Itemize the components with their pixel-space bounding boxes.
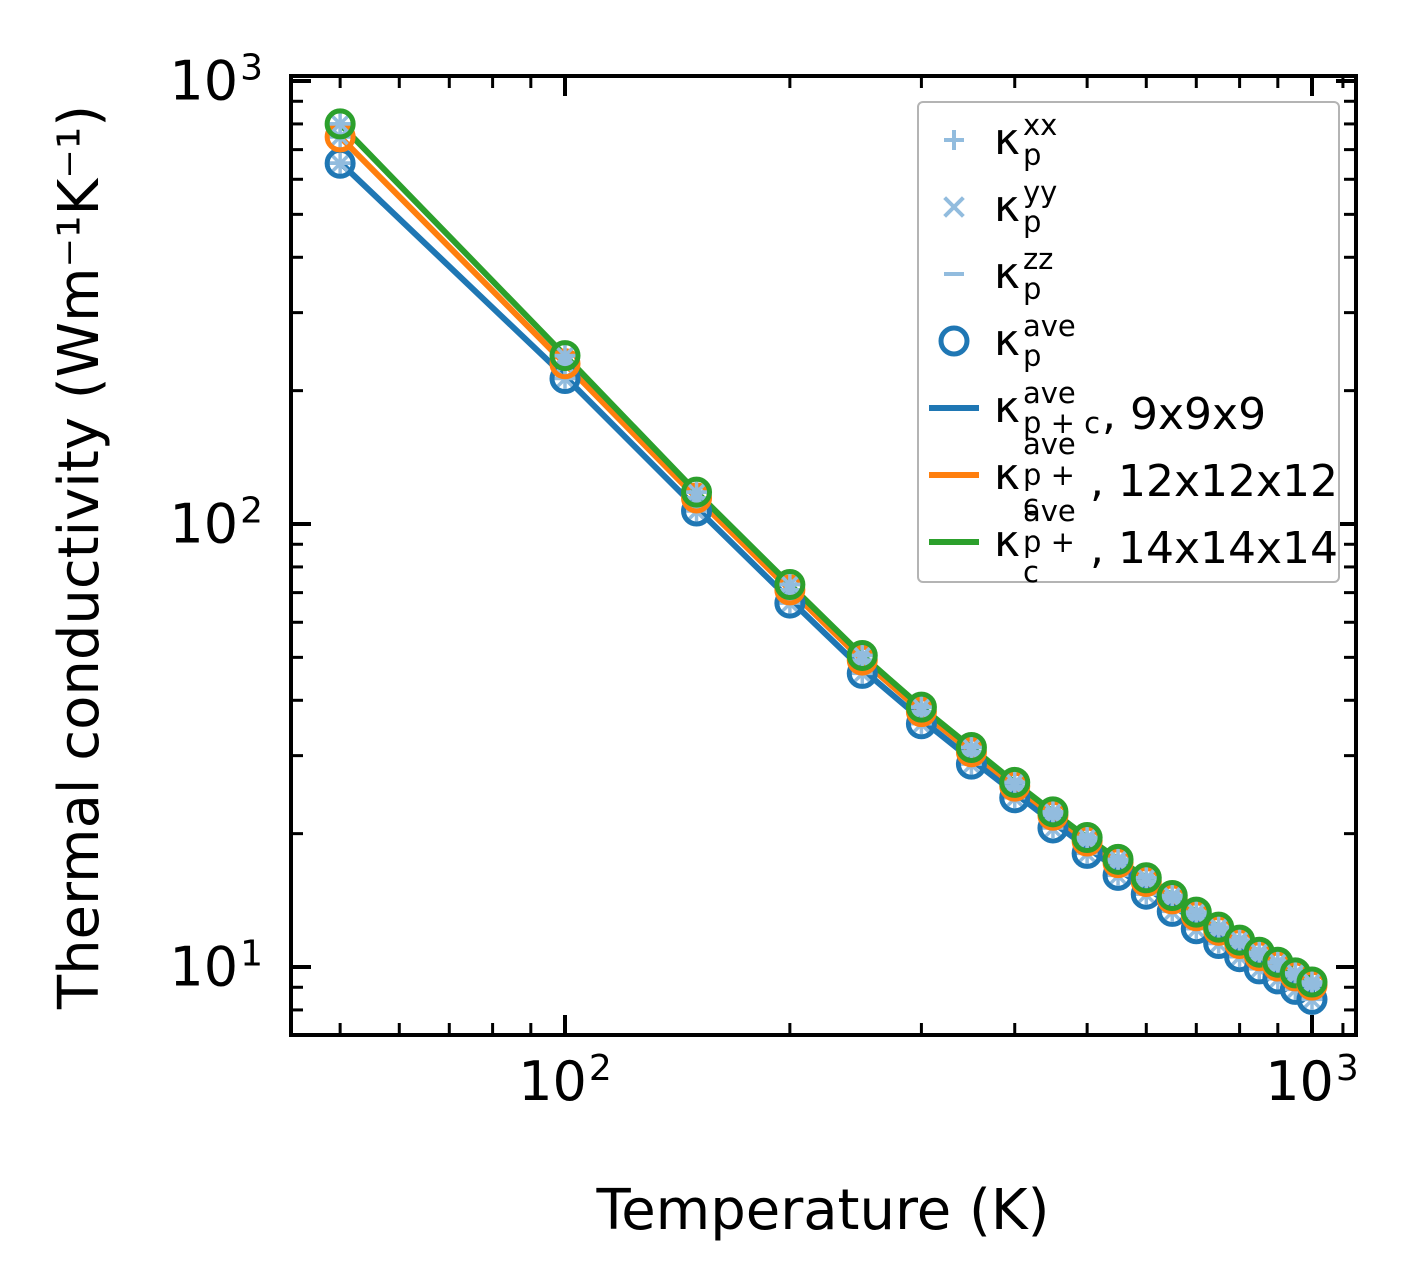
data-point-cluster-100 [549, 340, 581, 395]
legend-circle-icon [938, 325, 970, 357]
axes-frame [289, 74, 1358, 1037]
axis-ticks [291, 76, 1356, 1035]
data-point-cluster-500 [1071, 822, 1103, 869]
legend-label-kpc-14: κ ave p + c, 14x14x14 [994, 494, 1338, 590]
legend-entry-kp-ave: κ ave p [919, 308, 1076, 374]
legend-entry-kp-yy: κ yy p [919, 174, 1057, 240]
legend-entry-kpc-12: κ ave p + c, 12x12x12 [919, 429, 1338, 520]
legend: κ xx p κ yy p κ zz p κ ave p κ ave p + c, 9x9x9 κ ave p +… [917, 101, 1340, 587]
data-point-cluster-50 [324, 108, 356, 179]
legend-line-icon [929, 539, 979, 545]
legend-entry-kpc-9: κ ave p + c, 9x9x9 [919, 375, 1266, 441]
y-axis-label: Thermal conductivity (Wm⁻¹K⁻¹) [47, 104, 112, 1010]
data-point-cluster-550 [1102, 843, 1134, 891]
ytick-label-10: 101 [169, 933, 263, 999]
legend-plus-icon [944, 130, 964, 150]
legend-label-kp-zz: κ zz p [994, 241, 1054, 306]
legend-line-icon [929, 405, 979, 411]
x-axis-label: Temperature (K) [596, 1178, 1050, 1243]
data-point-cluster-600 [1130, 862, 1162, 910]
data-point-cluster-150 [681, 476, 713, 527]
legend-label-kp-yy: κ yy p [994, 174, 1058, 239]
data-point-cluster-400 [999, 766, 1031, 814]
legend-entry-kp-zz: κ zz p [919, 241, 1053, 307]
legend-line-icon [929, 472, 979, 478]
legend-label-kpc-12: κ ave p + c, 12x12x12 [994, 427, 1338, 523]
ytick-label-1000: 103 [169, 47, 263, 113]
data-point-cluster-450 [1037, 796, 1069, 844]
legend-dash-icon [944, 272, 964, 276]
data-point-cluster-300 [905, 691, 937, 740]
xtick-label-100: 102 [518, 1048, 612, 1113]
data-point-cluster-650 [1156, 880, 1188, 927]
data-point-cluster-850 [1243, 936, 1275, 985]
data-point-cluster-250 [846, 639, 878, 689]
data-point-cluster-350 [955, 731, 987, 780]
xtick-label-1000: 103 [1265, 1048, 1359, 1113]
legend-cross-icon [943, 196, 965, 218]
legend-label-kp-ave: κ ave p [994, 308, 1076, 373]
data-point-cluster-1000 [1296, 966, 1328, 1015]
legend-label-kp-xx: κ xx p [994, 107, 1058, 172]
legend-label-kpc-9: κ ave p + c, 9x9x9 [994, 375, 1267, 440]
ytick-label-100: 102 [169, 490, 263, 556]
legend-entry-kpc-14: κ ave p + c, 14x14x14 [919, 496, 1338, 587]
data-point-cluster-200 [774, 569, 806, 619]
legend-entry-kp-xx: κ xx p [919, 107, 1057, 173]
